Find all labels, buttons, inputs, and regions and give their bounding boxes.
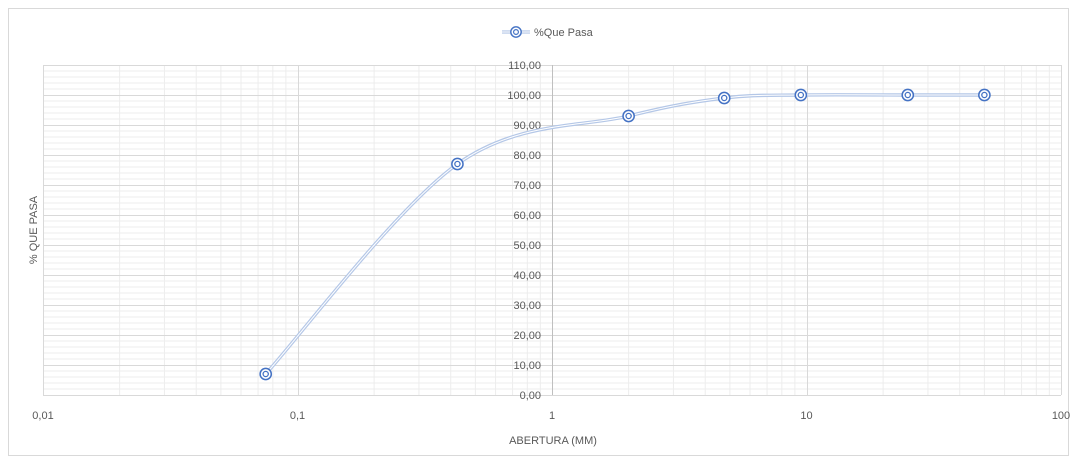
y-tick-label: 20,00: [513, 330, 541, 342]
data-point-inner-circle: [262, 370, 269, 378]
data-point: [717, 91, 731, 105]
x-tick-label: 0,01: [32, 410, 53, 422]
y-tick-label: 80,00: [513, 150, 541, 162]
series-line-inner: [265, 94, 985, 375]
y-tick-label: 90,00: [513, 120, 541, 132]
y-tick-label: 100,00: [507, 90, 541, 102]
y-tick-label: 70,00: [513, 180, 541, 192]
legend: %Que Pasa: [502, 26, 594, 39]
x-tick-label: 10: [800, 410, 812, 422]
marker-layer: [259, 88, 991, 381]
x-tick-label: 100: [1052, 410, 1070, 422]
y-tick-labels: 0,00 10,00 20,00 30,00 40,00 50,00 60,00 70,00 8…: [507, 60, 541, 402]
data-point: [794, 88, 808, 102]
data-point-inner-circle: [625, 112, 632, 120]
data-point: [622, 109, 635, 123]
y-tick-label: 110,00: [508, 60, 541, 72]
data-point: [451, 157, 464, 171]
chart-border: [8, 8, 1069, 456]
x-tick-label: 0,1: [290, 410, 305, 422]
x-tick-labels: 0,01 0,1 1 10 100: [32, 410, 1070, 422]
data-point-inner-circle: [720, 94, 728, 102]
y-axis-title: % QUE PASA: [28, 195, 40, 264]
data-point-inner-circle: [904, 91, 912, 99]
data-point-inner-circle: [797, 91, 805, 99]
data-point: [259, 367, 273, 381]
series-layer: [264, 93, 987, 376]
y-tick-label: 40,00: [513, 270, 541, 282]
legend-marker-inner-icon: [512, 29, 519, 36]
data-point: [978, 88, 991, 102]
data-point: [901, 88, 915, 102]
data-point-inner-circle: [454, 160, 461, 168]
y-tick-label: 60,00: [513, 210, 541, 222]
legend-label: %Que Pasa: [534, 27, 594, 39]
y-tick-label: 30,00: [513, 300, 541, 312]
y-tick-label: 50,00: [513, 240, 541, 252]
y-tick-label: 10,00: [513, 360, 541, 372]
x-axis-title: ABERTURA (MM): [509, 435, 597, 447]
y-tick-label: 0,00: [520, 390, 541, 402]
data-point-inner-circle: [981, 91, 988, 99]
major-gridlines: [43, 65, 1062, 396]
x-tick-label: 1: [549, 410, 555, 422]
